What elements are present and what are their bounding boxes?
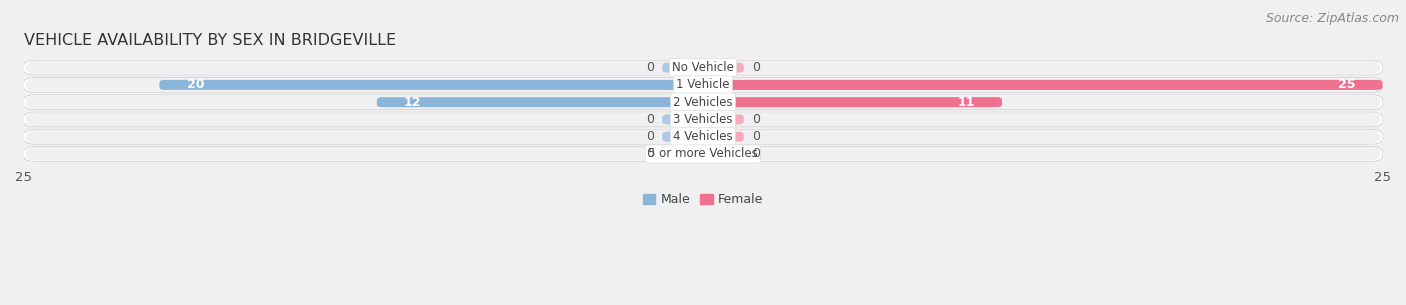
Text: 3 Vehicles: 3 Vehicles [673,113,733,126]
FancyBboxPatch shape [22,147,1384,161]
FancyBboxPatch shape [25,61,1381,74]
Text: 0: 0 [647,130,654,143]
FancyBboxPatch shape [662,63,703,73]
FancyBboxPatch shape [662,149,703,159]
Text: Source: ZipAtlas.com: Source: ZipAtlas.com [1265,12,1399,25]
FancyBboxPatch shape [159,80,703,90]
Legend: Male, Female: Male, Female [638,188,768,211]
Text: 12: 12 [404,96,422,109]
Text: 20: 20 [187,78,204,92]
FancyBboxPatch shape [25,95,1381,109]
FancyBboxPatch shape [703,132,744,142]
FancyBboxPatch shape [662,132,703,142]
Text: 5 or more Vehicles: 5 or more Vehicles [648,148,758,160]
FancyBboxPatch shape [25,78,1381,92]
FancyBboxPatch shape [22,112,1384,127]
FancyBboxPatch shape [22,60,1384,75]
Text: 0: 0 [647,113,654,126]
FancyBboxPatch shape [703,63,744,73]
FancyBboxPatch shape [703,149,744,159]
FancyBboxPatch shape [25,147,1381,160]
Text: No Vehicle: No Vehicle [672,61,734,74]
Text: 0: 0 [647,148,654,160]
Text: 1 Vehicle: 1 Vehicle [676,78,730,92]
Text: 0: 0 [752,113,759,126]
Text: 0: 0 [647,61,654,74]
FancyBboxPatch shape [703,97,1002,107]
FancyBboxPatch shape [377,97,703,107]
FancyBboxPatch shape [22,77,1384,92]
Text: 0: 0 [752,148,759,160]
Text: 2 Vehicles: 2 Vehicles [673,96,733,109]
FancyBboxPatch shape [703,114,744,124]
FancyBboxPatch shape [22,129,1384,144]
FancyBboxPatch shape [25,130,1381,143]
Text: 0: 0 [752,130,759,143]
Text: 0: 0 [752,61,759,74]
FancyBboxPatch shape [22,95,1384,109]
Text: 11: 11 [957,96,974,109]
FancyBboxPatch shape [703,80,1382,90]
Text: VEHICLE AVAILABILITY BY SEX IN BRIDGEVILLE: VEHICLE AVAILABILITY BY SEX IN BRIDGEVIL… [24,33,395,48]
Text: 4 Vehicles: 4 Vehicles [673,130,733,143]
FancyBboxPatch shape [25,113,1381,126]
FancyBboxPatch shape [662,114,703,124]
Text: 25: 25 [1339,78,1355,92]
